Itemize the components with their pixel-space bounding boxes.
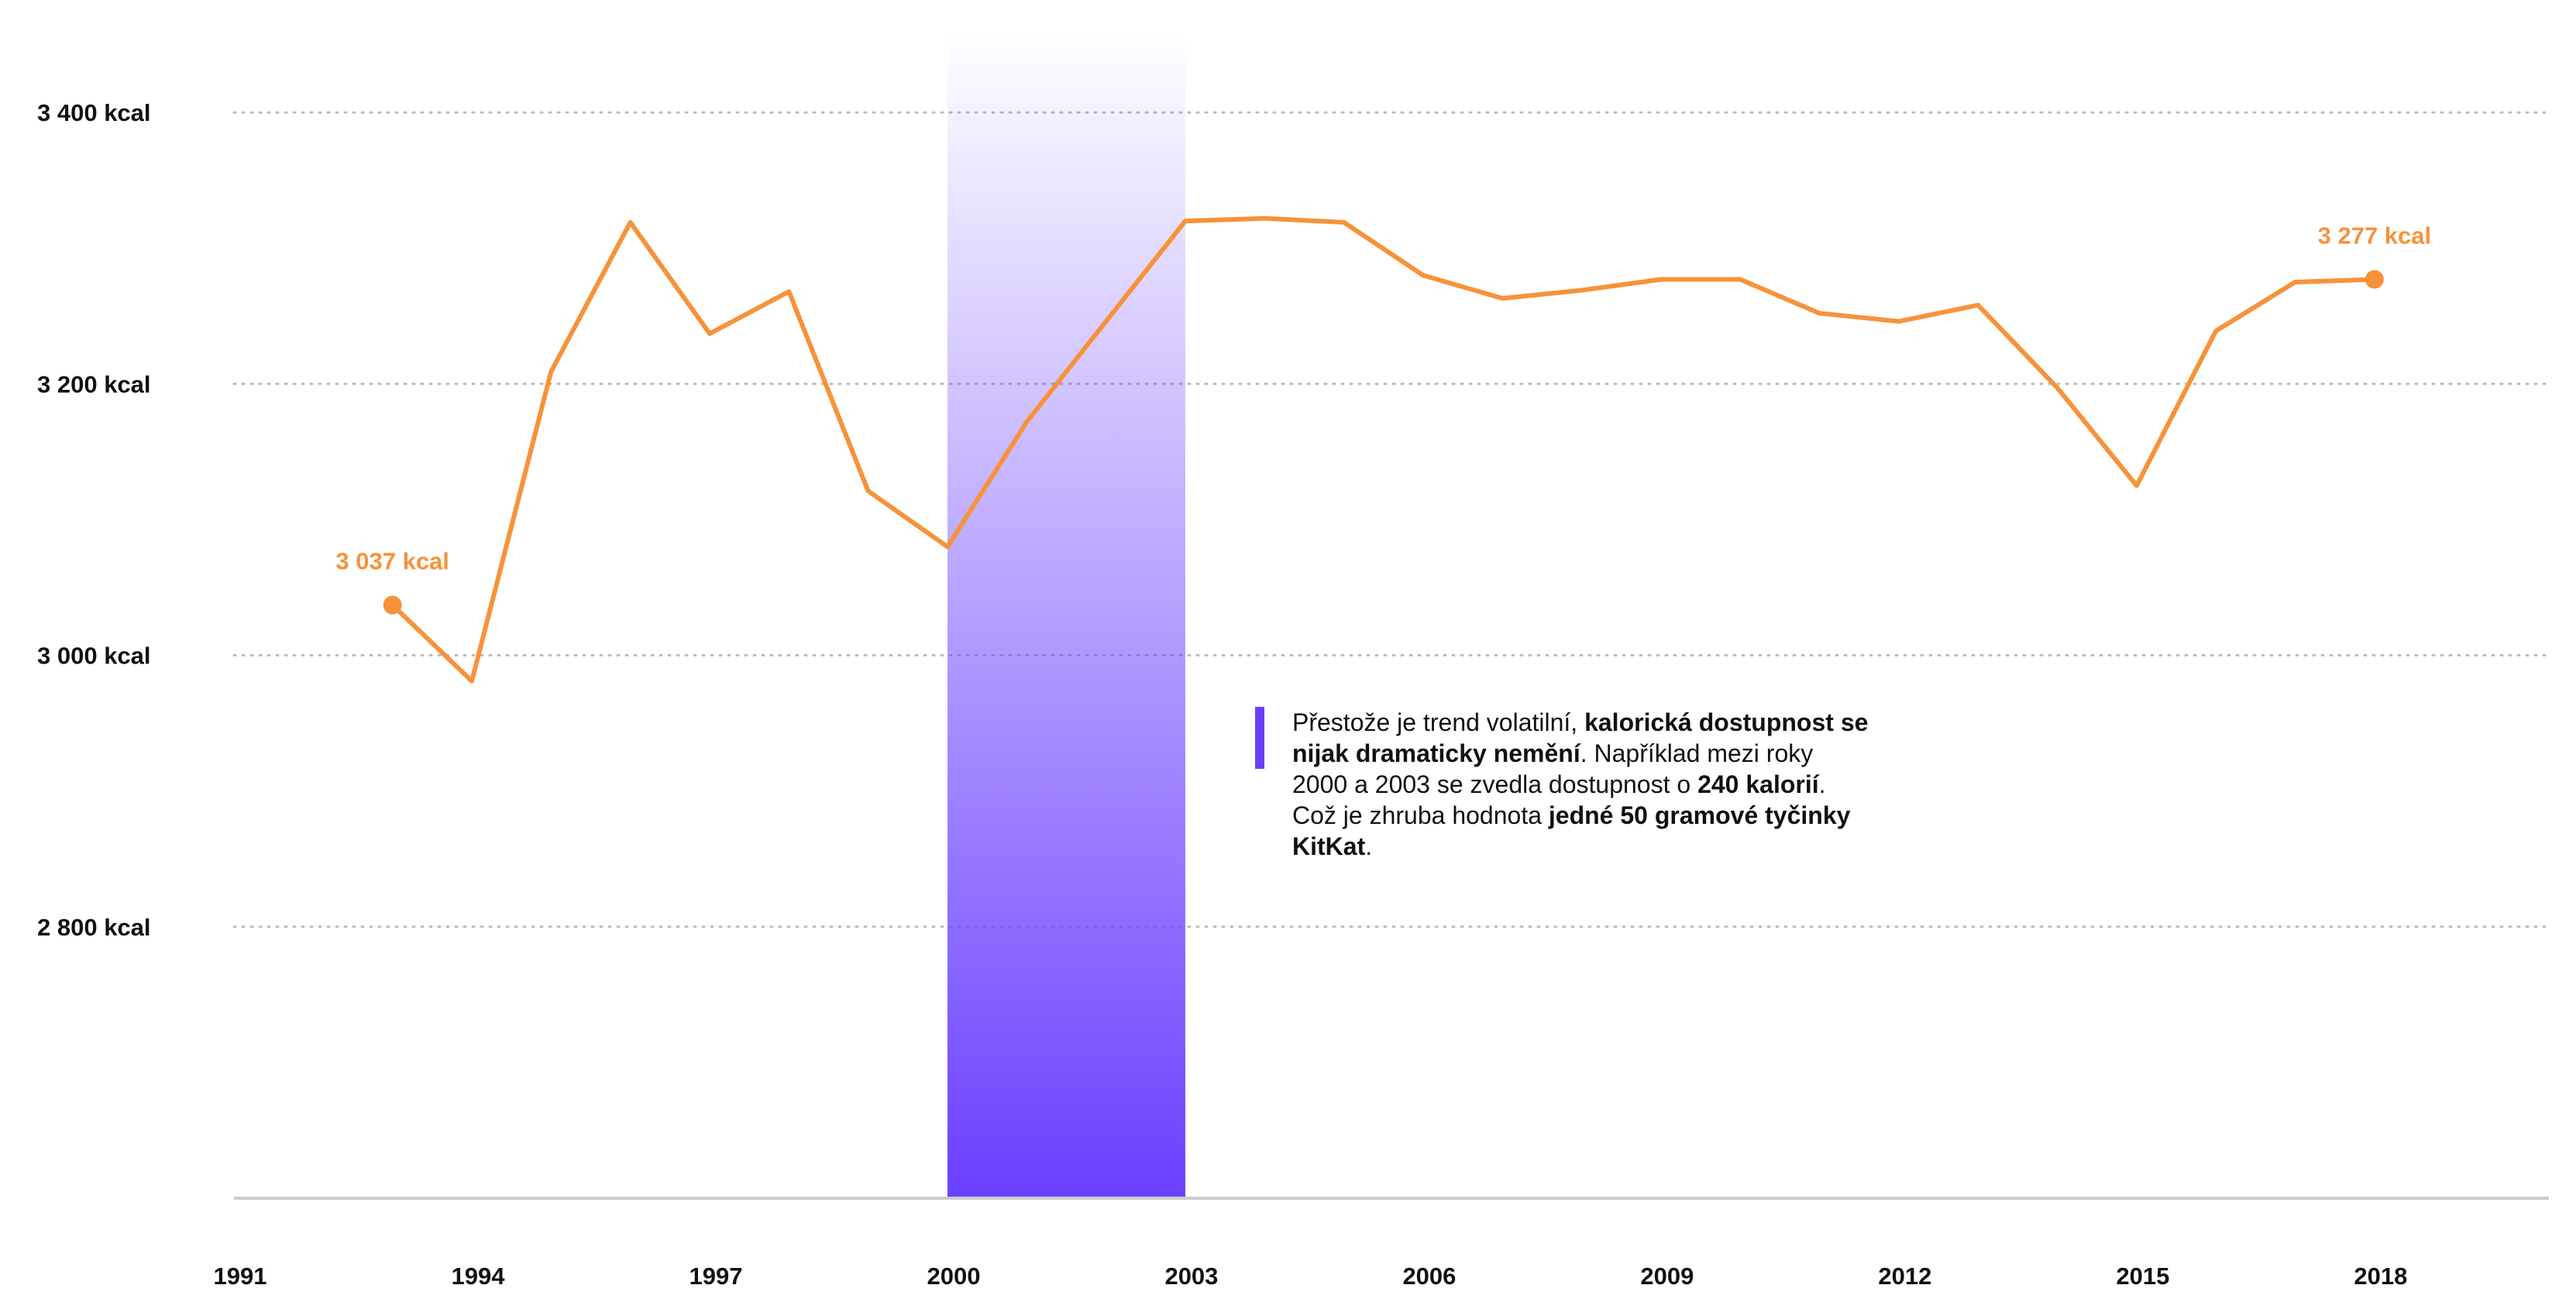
start-value-label: 3 037 kcal: [335, 548, 449, 575]
annotation-box: Přestože je trend volatilní, kalorická d…: [1255, 707, 1875, 862]
end-value-label: 3 277 kcal: [2318, 222, 2432, 249]
annotation-bold-part: kalorická dostupnost se nijak dramaticky…: [1292, 708, 1869, 767]
start-point-marker: [383, 595, 402, 615]
x-tick-label: 2000: [927, 1263, 980, 1290]
x-tick-label: 2003: [1164, 1263, 1218, 1290]
x-tick-label: 2018: [2354, 1263, 2407, 1290]
x-tick-label: 1994: [452, 1263, 506, 1290]
y-tick-label: 2 800 kcal: [37, 914, 151, 941]
x-tick-label: 2015: [2116, 1263, 2169, 1290]
annotation-text-part: Přestože je trend volatilní,: [1292, 708, 1585, 736]
series-line: [390, 215, 2377, 684]
x-tick-label: 2006: [1402, 1263, 1456, 1290]
highlight-band: [947, 31, 1185, 1198]
x-tick-label: 2012: [1878, 1263, 1931, 1290]
annotation-text-part: . Což je zhruba hodnota: [1292, 770, 1826, 829]
annotation-text-part: . Například mezi roky 2000 a 2003 se zve…: [1292, 739, 1814, 798]
end-point-marker: [2364, 270, 2384, 289]
y-tick-label: 3 000 kcal: [37, 642, 151, 670]
x-tick-label: 1991: [214, 1263, 267, 1290]
annotation-bold-part: jedné 50 gramové tyčinky KitKat: [1292, 801, 1851, 860]
annotation-accent-bar: [1255, 707, 1264, 769]
annotation-text: Přestože je trend volatilní, kalorická d…: [1292, 707, 1875, 862]
annotation-bold-part: 240 kalorií: [1697, 770, 1819, 798]
annotation-text-part: .: [1365, 832, 1373, 860]
x-tick-label: 1997: [689, 1263, 742, 1290]
y-tick-label: 3 400 kcal: [37, 99, 151, 126]
x-tick-label: 2009: [1640, 1263, 1694, 1290]
y-tick-label: 3 200 kcal: [37, 370, 151, 398]
